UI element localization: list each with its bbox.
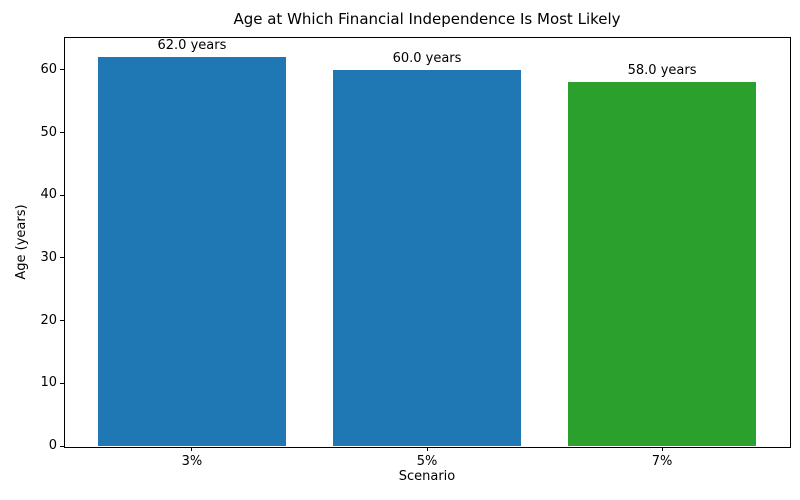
y-tick-mark	[60, 320, 64, 322]
y-tick-mark	[60, 445, 64, 447]
y-tick-mark	[60, 257, 64, 259]
x-tick-label: 3%	[181, 454, 203, 469]
x-tick-mark	[426, 447, 428, 451]
x-tick-mark	[191, 447, 193, 451]
x-tick-label: 5%	[416, 454, 438, 469]
bar-value-label: 60.0 years	[392, 50, 462, 66]
chart-title: Age at Which Financial Independence Is M…	[233, 10, 621, 28]
y-tick-label: 30	[40, 249, 57, 265]
bar-5-percent	[332, 69, 522, 446]
bar-value-label: 62.0 years	[157, 38, 227, 54]
y-tick-label: 60	[40, 61, 57, 77]
y-tick-mark	[60, 69, 64, 71]
bar-value-label: 58.0 years	[627, 63, 697, 79]
y-tick-mark	[60, 132, 64, 134]
x-tick-mark	[661, 447, 663, 451]
y-tick-label: 0	[48, 438, 57, 453]
y-tick-mark	[60, 194, 64, 196]
y-tick-label: 40	[40, 187, 57, 203]
y-tick-label: 10	[40, 375, 57, 391]
x-axis-label: Scenario	[398, 469, 456, 484]
y-tick-label: 20	[40, 312, 57, 328]
bar-3-percent	[97, 57, 286, 446]
y-tick-mark	[60, 382, 64, 384]
y-tick-label: 50	[40, 124, 57, 140]
x-tick-label: 7%	[651, 454, 673, 469]
bar-7-percent	[568, 82, 757, 446]
